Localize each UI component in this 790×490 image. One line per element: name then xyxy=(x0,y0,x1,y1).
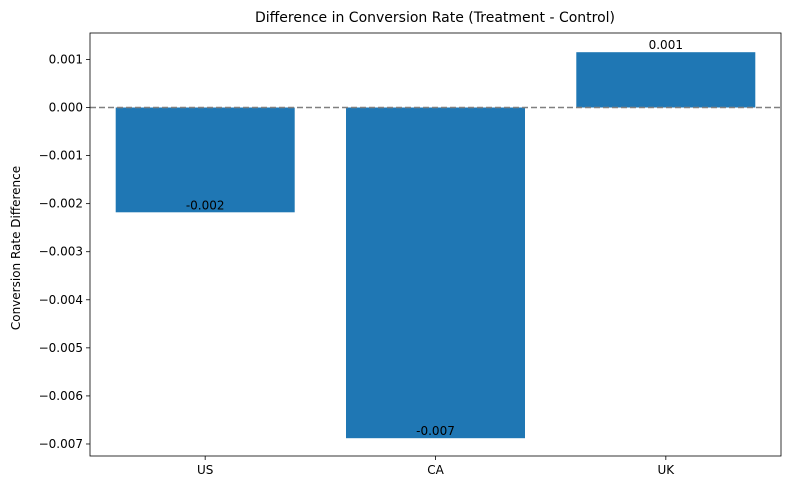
axes-frame xyxy=(89,32,782,457)
x-tick-label-ca: CA xyxy=(427,463,444,477)
bar-us xyxy=(115,107,295,213)
y-axis-label: Conversion Rate Difference xyxy=(9,166,23,330)
bar-ca xyxy=(346,107,525,439)
chart-title: Difference in Conversion Rate (Treatment… xyxy=(255,10,615,26)
x-tick-label-us: US xyxy=(197,463,213,477)
y-tick-label: −0.005 xyxy=(39,341,83,355)
y-tick-label: −0.007 xyxy=(39,437,83,451)
y-tick-label: −0.002 xyxy=(39,197,83,211)
data-label-us: -0.002 xyxy=(186,198,225,212)
x-tick-label-uk: UK xyxy=(657,463,675,477)
y-tick-label: −0.006 xyxy=(39,389,83,403)
y-tick-label: −0.004 xyxy=(39,293,83,307)
plot-area: -0.002 US -0.007 CA 0.001 UK 0.001 0.000 −0.001 −… xyxy=(39,32,782,477)
data-label-ca: -0.007 xyxy=(416,424,455,438)
y-tick-label: 0.000 xyxy=(49,101,83,115)
y-tick-label: −0.001 xyxy=(39,149,83,163)
y-tick-label: 0.001 xyxy=(49,52,83,66)
data-label-uk: 0.001 xyxy=(649,38,683,52)
bar-uk xyxy=(576,52,756,108)
y-tick-label: −0.003 xyxy=(39,245,83,259)
